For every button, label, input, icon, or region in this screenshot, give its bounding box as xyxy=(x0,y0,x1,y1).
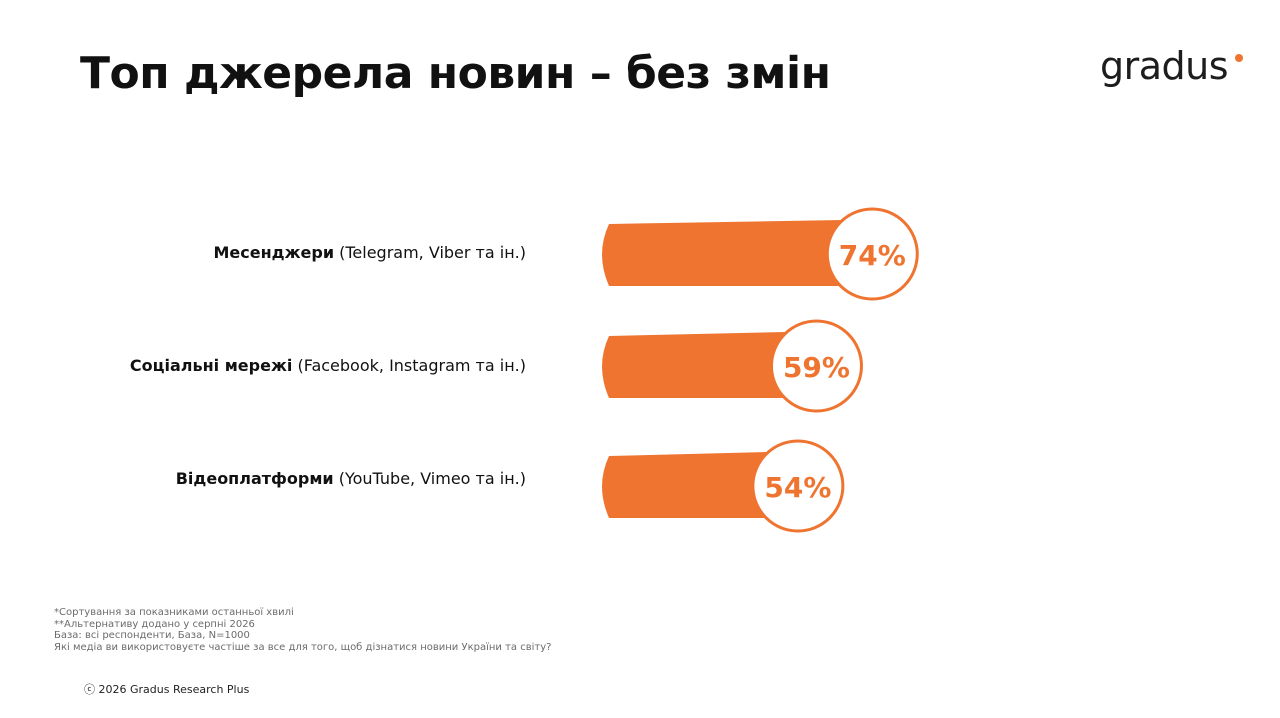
value-label-2: 54% xyxy=(764,471,831,504)
bar-2 xyxy=(602,452,768,518)
value-label-0: 74% xyxy=(839,239,906,272)
value-bubble-0 xyxy=(825,207,919,301)
category-name: Месенджери xyxy=(213,243,335,262)
page-title: Топ джерела новин – без змін xyxy=(80,48,831,99)
footnote: **Альтернативу додано у серпні 2026 xyxy=(54,618,255,630)
value-bubble-1 xyxy=(769,319,863,413)
copyright: ⓒ 2026 Gradus Research Plus xyxy=(84,683,250,696)
footnote: База: всі респонденти, База, N=1000 xyxy=(54,630,250,642)
footnotes: *Сортування за показниками останньої хви… xyxy=(54,607,551,653)
bar-0 xyxy=(602,220,843,286)
category-label-0: Месенджери (Telegram, Viber та ін.) xyxy=(6,243,527,262)
bar-1 xyxy=(602,332,787,398)
logo-dot xyxy=(1235,54,1243,62)
gradus-logo: gradus xyxy=(1100,44,1229,88)
footnote: *Сортування за показниками останньої хви… xyxy=(54,607,294,618)
footnote: Які медіа ви використовуєте частіше за в… xyxy=(54,641,552,653)
category-name: Соціальні мережі xyxy=(129,356,293,375)
category-label-1: Соціальні мережі (Facebook, Instagram та… xyxy=(6,356,526,375)
category-label-2: Відеоплатформи (YouTube, Vimeo та ін.) xyxy=(6,469,526,488)
category-name: Відеоплатформи xyxy=(175,469,334,488)
category-detail: (Telegram, Viber та ін.) xyxy=(339,243,526,262)
value-bubble-2 xyxy=(751,439,845,533)
category-detail: (YouTube, Vimeo та ін.) xyxy=(338,469,526,488)
value-label-1: 59% xyxy=(783,351,850,384)
category-detail: (Facebook, Instagram та ін.) xyxy=(297,356,526,375)
